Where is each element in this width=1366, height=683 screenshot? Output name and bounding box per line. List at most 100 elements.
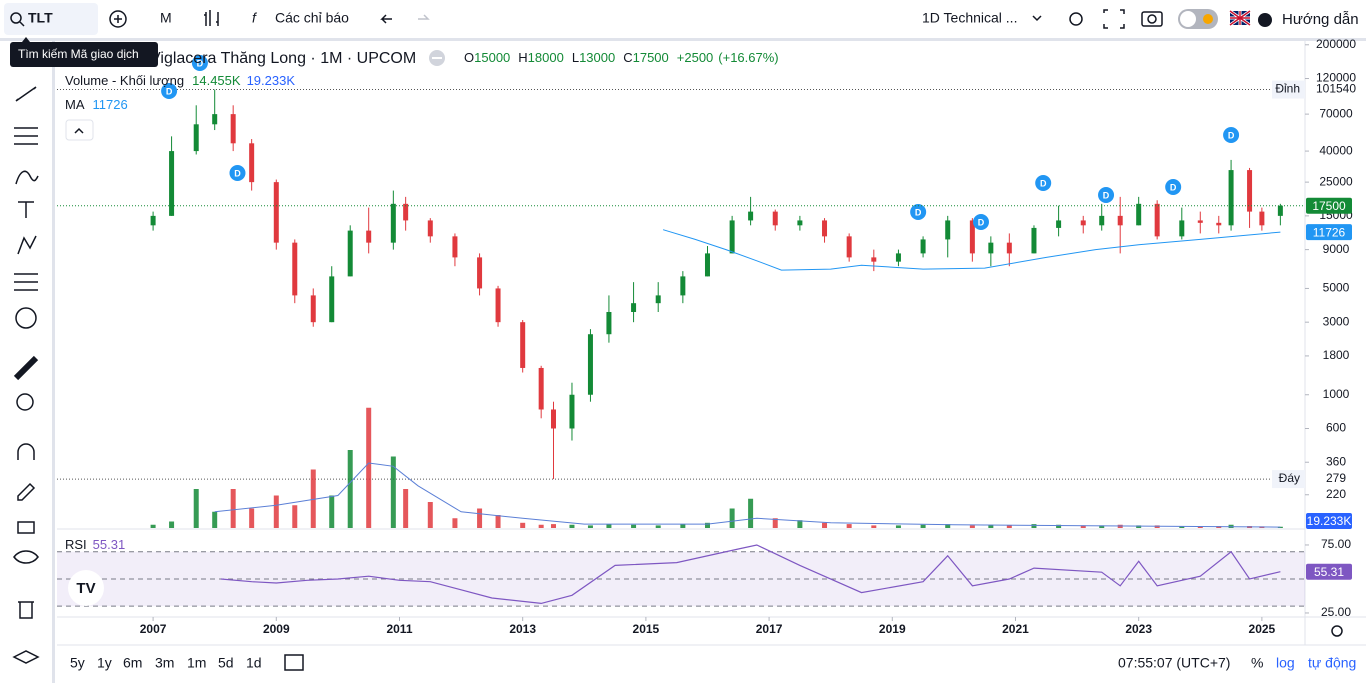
percent-toggle[interactable]: % — [1251, 655, 1263, 671]
range-button[interactable]: 1y — [97, 655, 112, 671]
x-tick-label: 2021 — [1002, 622, 1029, 636]
candle-body — [193, 124, 199, 152]
layout-menu[interactable] — [1032, 15, 1042, 22]
legend-close: 17500 — [633, 50, 669, 65]
dividend-marker[interactable] — [910, 204, 927, 220]
trend-line-tool[interactable] — [15, 86, 37, 102]
legend-high: 18000 — [528, 50, 564, 65]
sun-icon — [1203, 14, 1213, 24]
legend-low: 13000 — [579, 50, 615, 65]
candle-body — [538, 367, 544, 410]
volume-bar — [945, 524, 951, 528]
dividend-marker[interactable] — [161, 83, 178, 99]
candle-body — [772, 211, 778, 226]
low-marker-label: Đáy — [1279, 471, 1300, 485]
candle-body — [988, 242, 994, 254]
fullscreen[interactable] — [1103, 9, 1125, 29]
interval[interactable]: M — [160, 10, 172, 26]
symbol[interactable]: TLT — [28, 10, 53, 26]
volume-bar — [1136, 525, 1142, 528]
lock-drawing-tool[interactable] — [17, 482, 36, 501]
candle-body — [655, 295, 661, 304]
low-marker-box — [1272, 470, 1305, 489]
candle-body — [606, 311, 612, 335]
legend-letter: C — [623, 50, 632, 65]
dividend-marker[interactable] — [229, 165, 246, 181]
chart-type[interactable] — [204, 10, 219, 26]
y-tick-label: 40000 — [1319, 143, 1353, 157]
zoom-tool[interactable] — [16, 393, 34, 411]
dividend-marker[interactable] — [1165, 179, 1182, 195]
y-tick-label: 25000 — [1319, 174, 1353, 188]
volume-value: 19.233K — [247, 73, 296, 88]
range-button[interactable]: 3m — [155, 655, 174, 671]
range-button[interactable]: 6m — [123, 655, 142, 671]
legend-letter: L — [572, 50, 579, 65]
icon-tool[interactable] — [15, 307, 37, 329]
range-buttons: 5y 1y 6m 3m 1m 5d 1d — [70, 655, 262, 671]
visibility-tool[interactable] — [13, 550, 39, 564]
tooltip-arrow — [22, 37, 30, 42]
measure-tool[interactable] — [13, 355, 39, 381]
add-symbol[interactable] — [109, 10, 127, 28]
dividend-marker[interactable] — [972, 214, 989, 230]
candle-body — [704, 253, 710, 277]
volume-bar — [1099, 525, 1105, 528]
candle-body — [1031, 227, 1037, 254]
y-tick-label: 600 — [1326, 421, 1346, 435]
layers-tool[interactable] — [12, 650, 40, 664]
delete-tool[interactable] — [18, 601, 34, 619]
brush-tool[interactable] — [15, 170, 39, 185]
candle-body — [1099, 215, 1105, 226]
volume-bar — [772, 518, 778, 528]
text-tool[interactable] — [18, 201, 34, 218]
dividend-marker[interactable] — [1035, 175, 1052, 191]
dividend-marker[interactable] — [191, 55, 208, 71]
high-marker-box — [1272, 80, 1305, 99]
candle-body — [1216, 222, 1222, 226]
y-tick-label: 360 — [1326, 454, 1346, 468]
log-toggle[interactable]: log — [1276, 655, 1295, 671]
range-button[interactable]: 1m — [187, 655, 206, 671]
volume-bar — [969, 525, 975, 528]
ma-value: 11726 — [93, 97, 128, 112]
ohlc-legend: O15000 H18000 L13000 C17500 +2500 (+16.67%) — [464, 50, 779, 65]
date-range-icon[interactable] — [284, 654, 304, 671]
candle-body — [846, 236, 852, 258]
candle-body — [169, 151, 175, 216]
auto-toggle[interactable]: tự động — [1308, 655, 1356, 671]
dividend-marker[interactable] — [1223, 127, 1240, 143]
settings[interactable] — [1069, 12, 1083, 26]
range-button[interactable]: 5y — [70, 655, 85, 671]
volume-bar — [822, 522, 828, 528]
ma-name: MA — [65, 97, 85, 112]
volume-bar — [655, 525, 661, 528]
x-tick-label: 2017 — [756, 622, 783, 636]
candle-body — [366, 230, 372, 243]
volume-name: Volume - Khối lượng — [65, 73, 184, 88]
candle-body — [427, 220, 433, 237]
axis-settings[interactable] — [1331, 625, 1343, 637]
fib-tool[interactable] — [14, 127, 38, 145]
layout[interactable]: 1D Technical ... — [922, 10, 1017, 26]
indicators[interactable]: Các chỉ báo — [275, 10, 349, 26]
prediction-tool[interactable] — [14, 273, 38, 291]
rsi-legend: RSI 55.31 — [65, 537, 125, 552]
rsi-line — [220, 544, 1281, 605]
undo[interactable] — [380, 14, 392, 24]
screenshot[interactable] — [1141, 11, 1163, 27]
dividend-marker[interactable] — [1098, 187, 1115, 203]
redo[interactable] — [418, 14, 430, 20]
candle-body — [495, 288, 501, 323]
lock-tool[interactable] — [17, 521, 35, 534]
guide[interactable]: Hướng dẫn — [1282, 11, 1359, 28]
range-button[interactable]: 5d — [218, 655, 234, 671]
range-button[interactable]: 1d — [246, 655, 262, 671]
magnet-tool[interactable] — [17, 443, 35, 460]
volume-bar — [520, 522, 526, 528]
symbol-search[interactable] — [4, 3, 98, 35]
pattern-tool[interactable] — [17, 235, 37, 255]
candle-body — [249, 143, 255, 183]
tooltip — [10, 42, 158, 67]
tooltip-text: Tìm kiếm Mã giao dịch — [18, 47, 139, 61]
